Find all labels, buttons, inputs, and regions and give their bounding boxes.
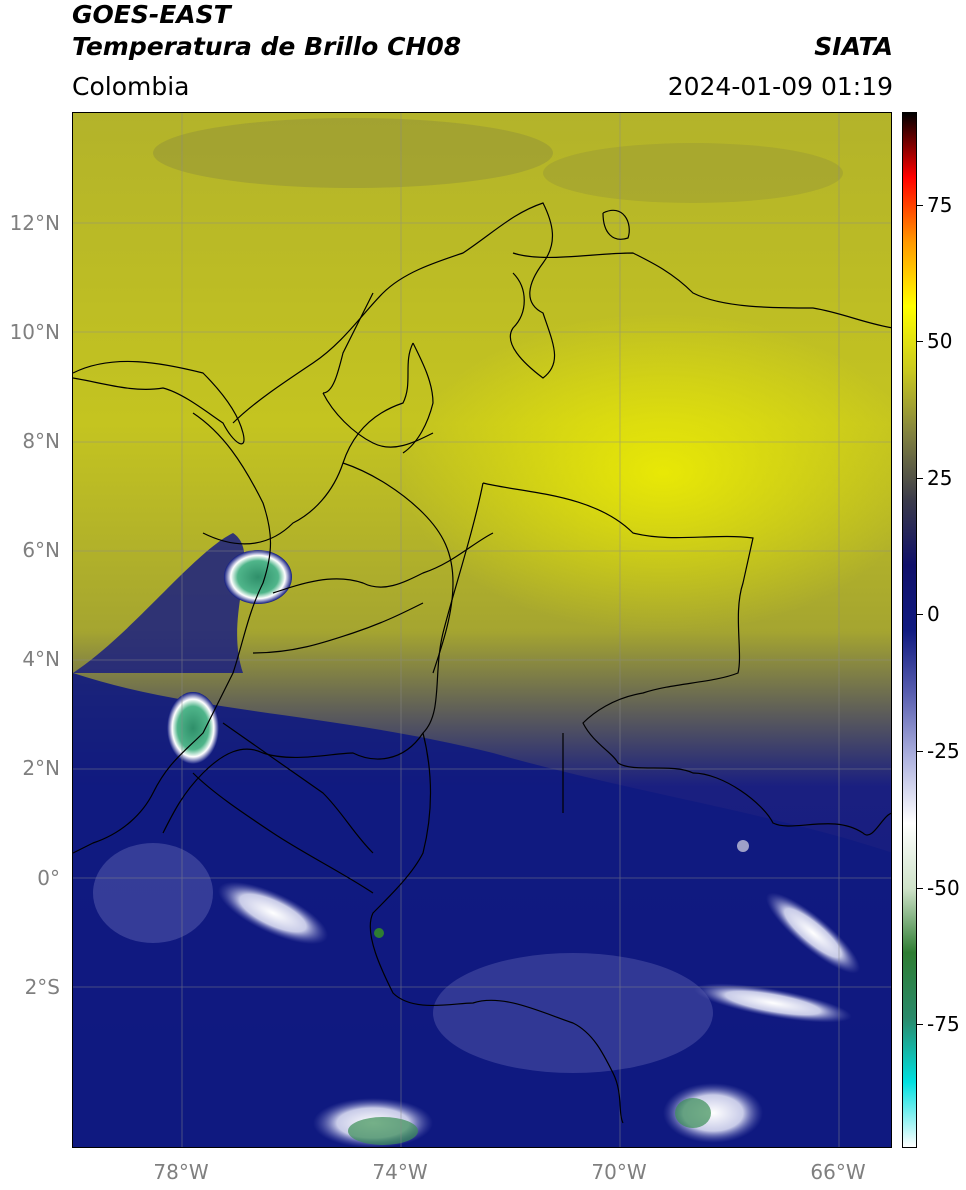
- lat-tick-12n: 12°N: [9, 211, 60, 235]
- colorbar-label-25: 25: [927, 466, 953, 490]
- colorbar-label-neg75: -75: [927, 1012, 960, 1036]
- storm-cell-north: [224, 550, 292, 604]
- lat-tick-2s: 2°S: [24, 975, 60, 999]
- timestamp-label: 2024-01-09 01:19: [667, 72, 893, 101]
- colorbar-tick-neg50: [917, 888, 923, 889]
- map-image: [73, 113, 891, 1147]
- temperature-colorbar: [902, 112, 917, 1148]
- colorbar-label-neg50: -50: [927, 876, 960, 900]
- colorbar-tick-neg25: [917, 751, 923, 752]
- boundaries: [73, 202, 891, 1124]
- colorbar-tick-75: [917, 205, 923, 206]
- gridlines: [73, 113, 891, 1147]
- satellite-map[interactable]: [72, 112, 892, 1148]
- lon-tick-74w: 74°W: [372, 1160, 428, 1184]
- colorbar-tick-0: [917, 614, 923, 615]
- colorbar-label-0: 0: [927, 602, 940, 626]
- region-label: Colombia: [72, 72, 190, 101]
- lat-tick-8n: 8°N: [22, 429, 60, 453]
- storm-cell-pacific: [167, 692, 219, 764]
- lat-tick-6n: 6°N: [22, 538, 60, 562]
- colorbar-label-neg25: -25: [927, 739, 960, 763]
- lat-tick-0: 0°: [37, 866, 60, 890]
- colorbar-label-50: 50: [927, 329, 953, 353]
- colorbar-tick-50: [917, 341, 923, 342]
- organization-label: SIATA: [814, 32, 893, 61]
- satellite-title: GOES-EAST: [72, 0, 231, 29]
- product-title: Temperatura de Brillo CH08: [72, 32, 462, 61]
- lat-tick-10n: 10°N: [9, 320, 60, 344]
- lon-tick-78w: 78°W: [153, 1160, 209, 1184]
- colorbar-label-75: 75: [927, 193, 953, 217]
- lat-tick-4n: 4°N: [22, 647, 60, 671]
- lon-tick-66w: 66°W: [810, 1160, 866, 1184]
- lat-tick-2n: 2°N: [22, 756, 60, 780]
- colorbar-tick-25: [917, 478, 923, 479]
- colorbar-tick-neg75: [917, 1024, 923, 1025]
- lon-tick-70w: 70°W: [591, 1160, 647, 1184]
